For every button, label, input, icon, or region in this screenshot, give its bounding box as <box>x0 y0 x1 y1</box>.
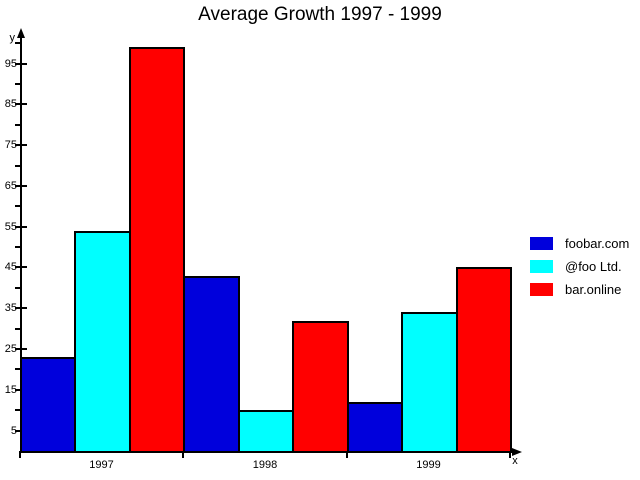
y-tick-label: 85 <box>4 98 17 110</box>
y-minor-tick <box>15 328 21 330</box>
y-major-tick <box>15 185 27 187</box>
bar-foobar.com-1997 <box>20 357 76 453</box>
x-category-label: 1999 <box>416 459 441 471</box>
y-minor-tick <box>15 368 21 370</box>
x-tick <box>19 451 21 458</box>
y-minor-tick <box>15 165 21 167</box>
legend-item: bar.online <box>530 282 622 297</box>
y-tick-label: 45 <box>4 261 17 273</box>
y-minor-tick <box>15 205 21 207</box>
y-major-tick <box>15 103 27 105</box>
y-major-tick <box>15 63 27 65</box>
bar-@foo Ltd.-1998 <box>238 410 294 453</box>
bar-foobar.com-1999 <box>347 402 403 453</box>
x-category-label: 1997 <box>89 459 114 471</box>
y-tick-label: 95 <box>4 58 17 70</box>
bar-bar.online-1997 <box>129 47 185 453</box>
bar-@foo Ltd.-1997 <box>74 231 131 453</box>
x-tick <box>182 451 184 458</box>
x-tick <box>509 451 511 458</box>
chart-title: Average Growth 1997 - 1999 <box>198 4 442 25</box>
legend-item: @foo Ltd. <box>530 259 622 274</box>
bar-bar.online-1999 <box>456 267 512 453</box>
x-category-label: 1998 <box>252 459 278 471</box>
y-tick-label: 75 <box>4 139 17 151</box>
y-minor-tick <box>15 409 21 411</box>
y-major-tick <box>15 144 27 146</box>
y-minor-tick <box>15 42 21 44</box>
y-tick-label: 5 <box>10 425 17 437</box>
y-major-tick <box>15 266 27 268</box>
y-minor-tick <box>15 246 21 248</box>
y-major-tick <box>15 307 27 309</box>
y-minor-tick <box>15 287 21 289</box>
legend-label: @foo Ltd. <box>565 259 622 274</box>
bar-bar.online-1998 <box>292 321 349 453</box>
y-tick-label: 15 <box>4 384 17 396</box>
bar-@foo Ltd.-1999 <box>401 312 458 453</box>
y-tick-label: 55 <box>4 221 17 233</box>
legend-swatch-icon <box>530 260 553 273</box>
legend-label: foobar.com <box>565 236 630 251</box>
legend-label: bar.online <box>565 282 622 297</box>
x-tick <box>346 451 348 458</box>
legend-item: foobar.com <box>530 236 630 251</box>
y-major-tick <box>15 348 27 350</box>
x-axis-label: x <box>512 455 518 467</box>
y-tick-label: 25 <box>4 343 17 355</box>
y-tick-label: 35 <box>4 302 17 314</box>
y-major-tick <box>15 226 27 228</box>
y-axis-arrow-icon <box>17 28 25 38</box>
legend-swatch-icon <box>530 237 553 250</box>
y-minor-tick <box>15 83 21 85</box>
y-axis-line <box>20 34 22 453</box>
y-minor-tick <box>15 124 21 126</box>
y-tick-label: 65 <box>4 180 17 192</box>
legend-swatch-icon <box>530 283 553 296</box>
x-axis-arrow-icon <box>512 448 522 456</box>
y-axis-label: y <box>9 32 16 44</box>
bar-foobar.com-1998 <box>183 276 240 453</box>
